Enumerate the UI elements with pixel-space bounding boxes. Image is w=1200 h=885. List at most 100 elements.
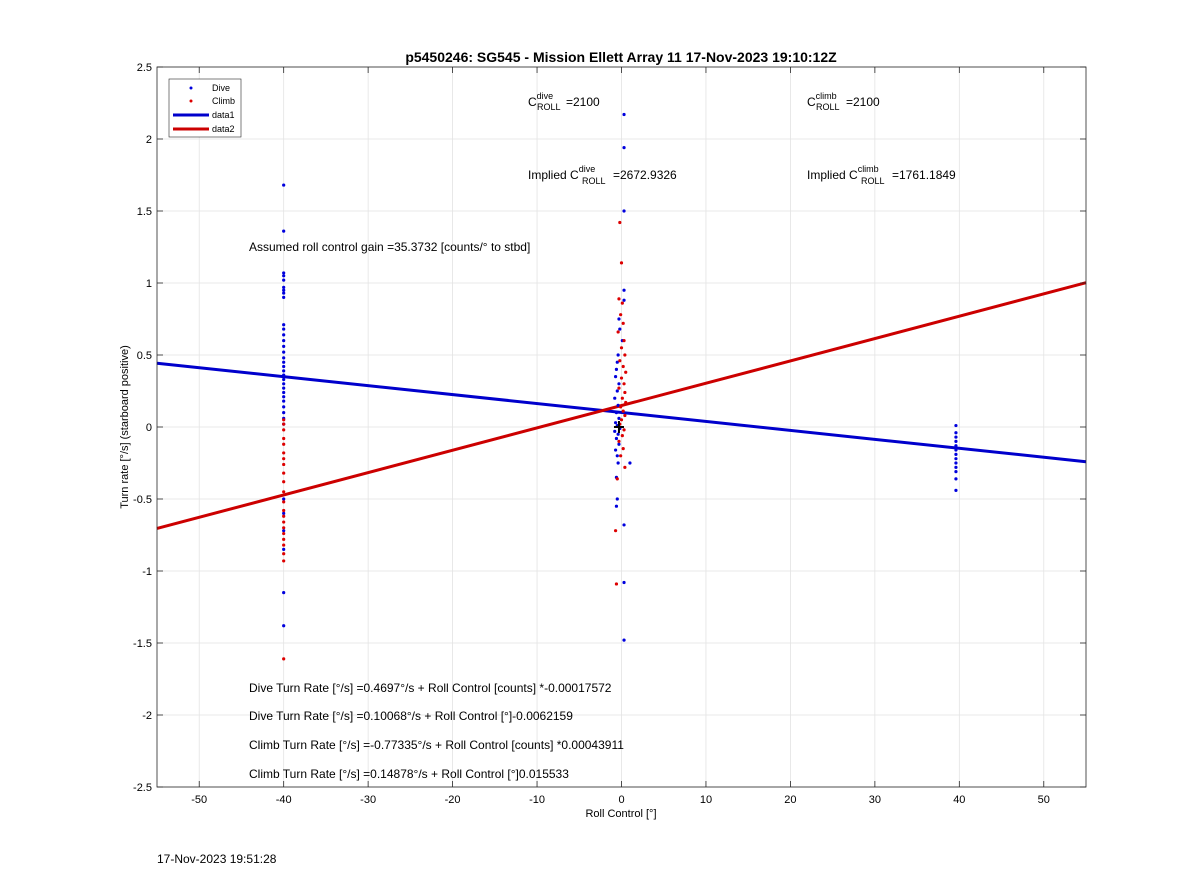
dive-point bbox=[622, 288, 626, 292]
dive-point bbox=[622, 298, 626, 302]
climb-point bbox=[622, 382, 626, 386]
y-tick-label: -1 bbox=[142, 566, 152, 578]
climb-point bbox=[282, 531, 286, 536]
climb-point bbox=[623, 413, 627, 418]
x-tick-label: 50 bbox=[1038, 794, 1050, 806]
dive-point bbox=[616, 403, 620, 407]
dive-point bbox=[622, 638, 626, 642]
legend-climb-marker bbox=[189, 99, 193, 103]
dive-point bbox=[282, 295, 286, 299]
x-tick-label: -30 bbox=[360, 794, 376, 806]
dive-point bbox=[954, 423, 958, 428]
climb-point bbox=[282, 418, 286, 422]
annotation-implied-dive: Implied Cdive ROLL =2672.9326 bbox=[528, 164, 677, 186]
x-tick-label: -10 bbox=[529, 794, 545, 806]
equation-dive-counts: Dive Turn Rate [°/s] =0.4697°/s + Roll C… bbox=[249, 681, 612, 695]
climb-point bbox=[282, 471, 286, 475]
dive-point bbox=[617, 442, 621, 446]
climb-point bbox=[620, 434, 624, 438]
dive-point bbox=[282, 395, 286, 399]
svg-text:Implied Cclimb: Implied Cclimb bbox=[807, 164, 879, 182]
climb-point bbox=[623, 353, 627, 357]
dive-point bbox=[954, 444, 958, 448]
dive-point bbox=[954, 452, 958, 456]
dive-point bbox=[282, 356, 286, 360]
dive-point bbox=[282, 547, 286, 552]
climb-point bbox=[617, 386, 621, 390]
svg-text:=1761.1849: =1761.1849 bbox=[892, 168, 956, 182]
climb-point bbox=[623, 390, 627, 395]
svg-text:Cdive: Cdive bbox=[528, 91, 553, 109]
climb-point bbox=[282, 500, 286, 504]
dive-point bbox=[282, 183, 286, 187]
climb-point bbox=[618, 220, 622, 225]
climb-point bbox=[618, 359, 622, 363]
dive-point bbox=[622, 580, 626, 585]
climb-point bbox=[282, 480, 286, 484]
climb-point bbox=[282, 436, 286, 441]
equation-dive-degrees: Dive Turn Rate [°/s] =0.10068°/s + Roll … bbox=[249, 709, 573, 723]
dive-point bbox=[613, 421, 618, 425]
climb-point bbox=[617, 439, 621, 443]
equation-climb-counts: Climb Turn Rate [°/s] =-0.77335°/s + Rol… bbox=[249, 738, 624, 752]
svg-text:Cclimb: Cclimb bbox=[807, 91, 837, 109]
dive-point bbox=[954, 448, 958, 452]
climb-point bbox=[282, 552, 286, 556]
dive-point bbox=[282, 327, 286, 331]
dive-point bbox=[282, 291, 286, 295]
climb-point bbox=[282, 457, 286, 461]
dive-point bbox=[622, 112, 626, 117]
dive-point bbox=[954, 439, 958, 443]
x-tick-label: 20 bbox=[784, 794, 796, 806]
dive-point bbox=[615, 389, 619, 393]
climb-point bbox=[282, 514, 286, 518]
dive-point bbox=[613, 396, 617, 400]
dive-point bbox=[282, 364, 286, 369]
dive-point bbox=[614, 504, 619, 508]
climb-point bbox=[621, 364, 625, 369]
climb-point bbox=[620, 396, 624, 400]
svg-text:ROLL: ROLL bbox=[816, 102, 840, 112]
x-tick-label: 30 bbox=[869, 794, 881, 806]
dive-point bbox=[282, 360, 286, 364]
dive-point bbox=[282, 344, 286, 348]
svg-text:=2100: =2100 bbox=[566, 95, 600, 109]
dive-point bbox=[614, 411, 619, 415]
dive-point bbox=[617, 416, 621, 420]
dive-point bbox=[282, 377, 286, 382]
svg-text:=2100: =2100 bbox=[846, 95, 880, 109]
x-tick-label: 40 bbox=[953, 794, 965, 806]
y-tick-label: -0.5 bbox=[133, 494, 152, 506]
legend-box bbox=[168, 78, 242, 138]
climb-point bbox=[617, 297, 621, 301]
climb-point bbox=[619, 261, 624, 265]
x-tick-label: -40 bbox=[276, 794, 292, 806]
dive-point bbox=[954, 477, 958, 481]
climb-point bbox=[282, 490, 286, 494]
dive-point bbox=[282, 405, 286, 409]
dive-point bbox=[282, 278, 286, 282]
climb-point bbox=[614, 582, 619, 586]
dive-point bbox=[628, 461, 632, 465]
annotation-gain: Assumed roll control gain =35.3732 [coun… bbox=[249, 240, 530, 254]
fit-line-data1 bbox=[156, 361, 1087, 464]
y-tick-label: 0.5 bbox=[137, 350, 152, 362]
dive-point bbox=[615, 497, 619, 501]
dive-point bbox=[613, 448, 618, 452]
climb-point bbox=[622, 339, 626, 343]
dive-point bbox=[282, 390, 286, 395]
climb-point bbox=[621, 321, 625, 325]
svg-text:ROLL: ROLL bbox=[537, 102, 561, 112]
climb-point bbox=[282, 451, 286, 455]
dive-point bbox=[622, 209, 626, 213]
dive-point bbox=[282, 382, 286, 386]
legend-dive-label: Dive bbox=[212, 83, 230, 93]
climb-point bbox=[282, 657, 286, 661]
x-tick-label: -20 bbox=[445, 794, 461, 806]
dive-point bbox=[282, 323, 286, 327]
dive-point bbox=[282, 399, 286, 403]
annotation-implied-climb: Implied Cclimb ROLL =1761.1849 bbox=[807, 164, 956, 186]
dive-point bbox=[282, 350, 286, 354]
dive-point bbox=[954, 435, 958, 439]
climb-point bbox=[621, 447, 625, 451]
